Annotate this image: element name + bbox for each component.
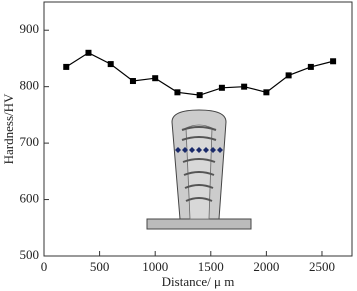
plot-frame xyxy=(43,1,353,257)
x-tick-label: 2000 xyxy=(253,259,279,274)
data-point xyxy=(85,49,92,56)
x-tick-label: 500 xyxy=(90,259,110,274)
data-point xyxy=(196,92,203,99)
data-point xyxy=(285,72,292,79)
y-tick-label: 800 xyxy=(20,78,40,93)
data-line xyxy=(65,52,334,96)
data-point xyxy=(263,89,270,96)
data-point xyxy=(307,63,314,70)
data-point xyxy=(218,84,225,91)
y-tick-label: 900 xyxy=(20,21,40,36)
data-point xyxy=(63,63,70,70)
data-point xyxy=(152,75,159,82)
x-tick-label: 1500 xyxy=(198,259,224,274)
y-tick-label: 500 xyxy=(20,247,40,262)
y-tick-label: 600 xyxy=(20,191,40,206)
data-point xyxy=(129,78,136,85)
data-point xyxy=(174,89,181,96)
y-tick-label: 700 xyxy=(20,134,40,149)
y-axis-label: Hardness/HV xyxy=(1,93,16,164)
data-point xyxy=(241,83,248,90)
inset-schematic xyxy=(146,109,252,230)
x-tick-label: 0 xyxy=(41,259,48,274)
x-tick-label: 2500 xyxy=(309,259,335,274)
x-axis-label: Distance/ μ m xyxy=(162,274,235,289)
x-tick-label: 1000 xyxy=(142,259,168,274)
data-point xyxy=(330,58,337,65)
data-point xyxy=(107,61,114,68)
